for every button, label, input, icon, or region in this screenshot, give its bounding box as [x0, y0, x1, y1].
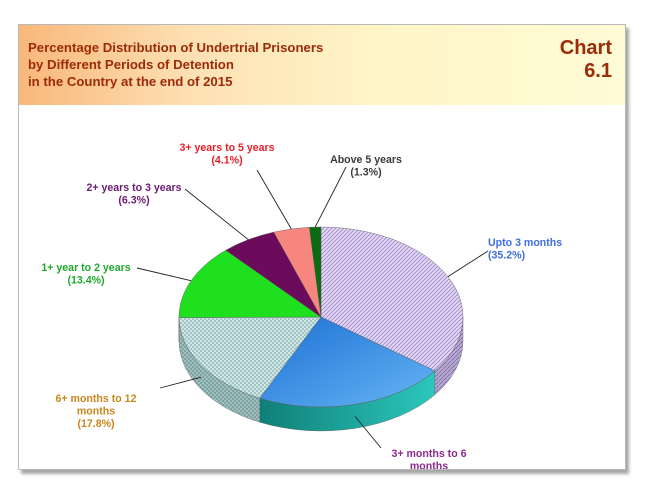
pie-chart: Upto 3 months (35.2%) 3+ months to 6 months…: [41, 142, 562, 469]
chart-header: Percentage Distribution of Undertrial Pr…: [19, 25, 625, 105]
chart-number: Chart 6.1: [559, 37, 612, 82]
pie-slice-3: [178, 250, 322, 318]
leader-line-2: [159, 376, 202, 389]
data-label-4: 2+ years to 3 years (6.3%): [86, 182, 181, 207]
pie-slice-1: [259, 316, 436, 408]
leader-line-3: [136, 267, 192, 282]
leader-line-6: [314, 166, 347, 228]
pie-slice-2: [178, 316, 322, 399]
data-label-3: 1+ year to 2 years (13.4%): [41, 262, 130, 287]
leader-line-4: [184, 188, 249, 241]
data-label-5: 3+ years to 5 years (4.1%): [179, 142, 274, 167]
data-label-6: Above 5 years (1.3%): [330, 154, 402, 179]
chart-title: Percentage Distribution of Undertrial Pr…: [28, 40, 324, 89]
data-label-0: Upto 3 months (35.2%): [488, 237, 562, 262]
pie-slice-0: [320, 226, 464, 372]
leader-line-1: [354, 416, 382, 449]
leader-line-0: [447, 250, 489, 278]
leader-line-5: [256, 169, 292, 230]
data-label-2: 6+ months to 12 months (17.8%): [56, 393, 137, 430]
chart-frame: Percentage Distribution of Undertrial Pr…: [18, 24, 626, 470]
